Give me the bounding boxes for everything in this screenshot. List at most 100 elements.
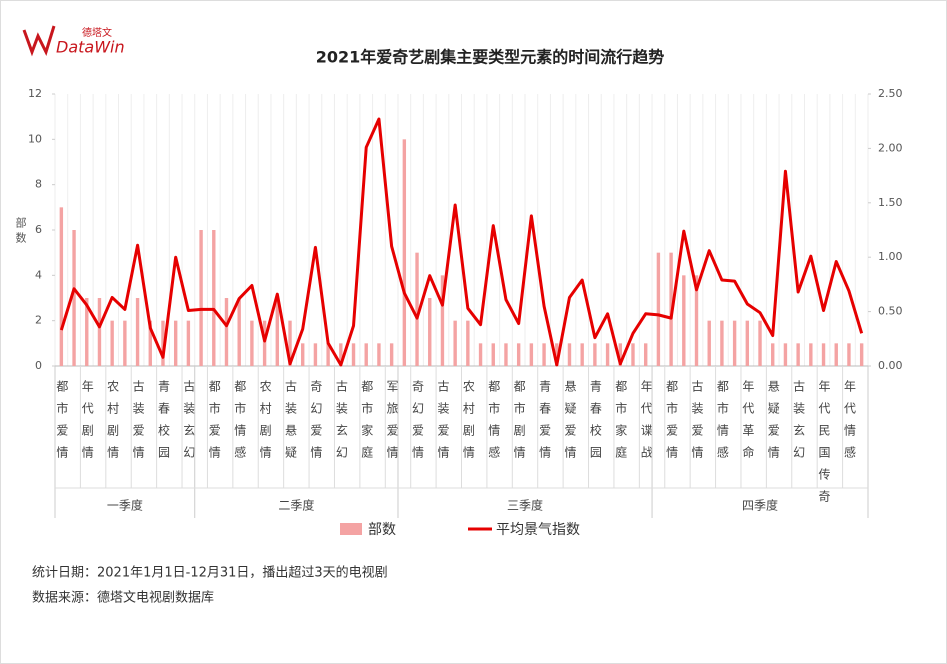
x-tick-label: 青春爱情 [538, 380, 552, 468]
x-tick-label: 年代剧情 [80, 380, 94, 468]
x-tick-label: 都市情感 [487, 380, 501, 468]
bar [504, 343, 508, 366]
y2-tick-label: 0.50 [878, 305, 903, 318]
bar [859, 343, 864, 366]
bar [834, 343, 838, 366]
y2-tick-label: 2.50 [878, 87, 903, 100]
chart-title: 2021年爱奇艺剧集主要类型元素的时间流行趋势 [316, 48, 665, 67]
bar [529, 343, 534, 366]
bar [237, 298, 241, 366]
x-tick-label: 都市爱情 [665, 380, 679, 468]
x-tick-label: 农村剧情 [461, 380, 475, 468]
y-tick-label: 2 [35, 314, 42, 327]
x-tick-label: 悬疑爱情 [766, 380, 780, 468]
group-label: 一季度 [107, 498, 143, 513]
y-tick-label: 6 [35, 223, 42, 236]
y2-tick-label: 0.00 [878, 359, 903, 372]
bar [605, 343, 610, 366]
group-label: 四季度 [742, 498, 778, 513]
bar [123, 320, 127, 366]
bar [682, 275, 686, 366]
y-tick-label: 0 [35, 359, 42, 372]
bar [745, 320, 750, 366]
x-tick-label: 古装玄幻 [182, 379, 196, 468]
x-tick-label: 古装爱情 [436, 379, 450, 468]
bar [288, 320, 292, 366]
bar [618, 343, 622, 366]
x-tick-label: 古装悬疑 [284, 379, 298, 468]
y2-tick-label: 1.50 [878, 196, 903, 209]
x-tick-label: 古装玄幻 [792, 379, 806, 468]
bar [262, 320, 267, 366]
legend-swatch [340, 523, 362, 535]
x-tick-label: 农村剧情 [106, 380, 120, 468]
x-tick-label: 青春校园 [156, 380, 170, 468]
bar [656, 252, 661, 366]
bar [389, 343, 394, 366]
bar [643, 343, 648, 366]
y2-tick-label: 1.00 [878, 250, 903, 263]
x-tick-label: 农村剧情 [258, 380, 272, 468]
logo-name: DataWin [56, 38, 125, 57]
note: 统计日期：2021年1月1日-12月31日，播出超过3天的电视剧 [32, 565, 388, 581]
legend-label: 部数 [368, 522, 396, 538]
bar [339, 343, 343, 366]
bar [135, 298, 140, 366]
y-tick-label: 8 [35, 178, 42, 191]
x-tick-label: 年代革命 [741, 380, 755, 468]
x-tick-label: 都市家庭 [614, 380, 628, 468]
bar [85, 298, 89, 366]
bar [542, 343, 546, 366]
bar [758, 320, 762, 366]
bar [148, 320, 152, 366]
legend-label: 平均景气指数 [496, 522, 580, 538]
x-tick-label: 年代民国传奇 [817, 380, 831, 512]
x-tick-label: 都市剧情 [512, 380, 526, 468]
x-tick-label: 年代情感 [842, 380, 856, 468]
x-tick-label: 古装玄幻 [334, 379, 348, 468]
bar [593, 343, 597, 366]
y-tick-label: 4 [35, 268, 42, 281]
bar [173, 320, 178, 366]
group-label: 二季度 [278, 498, 314, 513]
bar [478, 343, 483, 366]
bar [199, 230, 203, 366]
bar [326, 343, 330, 366]
bar [186, 320, 191, 366]
note: 数据来源：德塔文电视剧数据库 [32, 590, 214, 606]
bar [809, 343, 813, 366]
bar [440, 275, 445, 366]
bar [415, 252, 419, 366]
x-tick-label: 古装爱情 [131, 379, 145, 468]
y-axis-label: 部数 [14, 216, 27, 247]
bar [694, 275, 699, 366]
bar [212, 230, 216, 366]
bar [516, 343, 521, 366]
x-tick-label: 军旅爱情 [385, 380, 399, 468]
x-tick-label: 悬疑爱情 [563, 380, 577, 468]
bar [224, 298, 229, 366]
bar [275, 298, 280, 366]
bar [732, 320, 737, 366]
bar [377, 343, 381, 366]
bar [796, 343, 800, 366]
x-tick-label: 都市情感 [233, 380, 247, 468]
bar [59, 207, 64, 366]
bar [161, 320, 165, 366]
bar [783, 343, 788, 366]
bar [453, 320, 457, 366]
bar [555, 343, 559, 366]
x-tick-label: 年代谍战 [639, 380, 653, 468]
bar [707, 320, 711, 366]
bar [580, 343, 584, 366]
y2-tick-label: 2.00 [878, 141, 903, 154]
x-tick-label: 都市情感 [715, 380, 729, 468]
bar [567, 343, 572, 366]
bar [110, 320, 114, 366]
y-tick-label: 12 [28, 87, 42, 100]
y-tick-label: 10 [28, 132, 42, 145]
bar [771, 343, 775, 366]
bar [491, 343, 495, 366]
